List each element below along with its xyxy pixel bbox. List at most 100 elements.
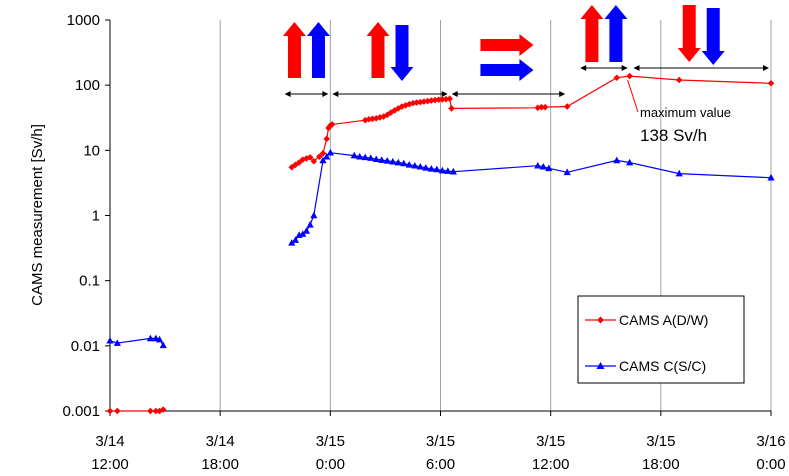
x-tick-time-1: 18:00 (201, 456, 239, 473)
series-0-point-1-5 (306, 154, 314, 161)
x-tick-time-3: 6:00 (426, 456, 455, 473)
y-tick-label-0: 1000 (67, 12, 100, 29)
period-0-range-right-head (322, 91, 329, 97)
y-tick-label-6: 0.001 (62, 403, 100, 420)
series-1-point-1-26 (438, 166, 446, 174)
series-0-point-1-12 (328, 121, 336, 128)
series-1-point-1-14 (372, 155, 380, 163)
x-tick-date-2: 3/15 (316, 433, 345, 450)
series-0-point-1-17 (376, 114, 384, 121)
series-layer (106, 72, 775, 415)
legend-marker-a (597, 316, 604, 324)
x-tick-time-5: 18:00 (642, 456, 680, 473)
series-1-point-0-5 (159, 341, 167, 349)
series-0-point-1-0 (288, 163, 296, 171)
series-0-point-0-0 (106, 407, 114, 415)
series-1-point-1-23 (422, 163, 430, 171)
series-1-point-1-19 (400, 159, 408, 167)
series-1-point-1-13 (367, 154, 375, 161)
series-1-point-1-7 (319, 156, 327, 164)
series-0-point-1-40 (541, 103, 549, 111)
series-1-point-1-36 (767, 173, 775, 181)
series-1-point-1-6 (310, 211, 318, 219)
series-1-point-0-4 (155, 335, 164, 343)
period-0-arrow-red (282, 22, 306, 78)
period-1-range-left-head (332, 91, 339, 97)
series-0-point-1-7 (316, 153, 323, 160)
y-tick-label-2: 10 (83, 142, 100, 159)
period-markers (282, 5, 769, 97)
series-0-point-1-42 (613, 74, 621, 82)
series-0-point-1-14 (365, 115, 373, 123)
x-tick-time-0: 12:00 (91, 456, 129, 473)
series-0-point-1-25 (405, 100, 413, 108)
series-1-point-1-32 (563, 168, 571, 176)
period-4-arrow-red (677, 5, 701, 62)
legend-box (577, 295, 745, 384)
period-3-range-left-head (580, 65, 587, 71)
series-0-point-1-39 (538, 103, 545, 111)
series-1-point-1-24 (427, 165, 435, 172)
max-value-label: maximum value (640, 105, 731, 120)
vertical-gridlines (219, 20, 772, 411)
series-0-point-1-41 (563, 103, 571, 110)
period-4-arrow-blue (701, 8, 725, 65)
x-tick-date-3: 3/15 (426, 433, 455, 450)
period-2-range-left-head (451, 91, 458, 97)
series-1-point-1-3 (299, 230, 307, 237)
series-0 (106, 72, 775, 415)
period-2-arrow-blue (480, 59, 534, 81)
series-1-point-1-16 (383, 157, 391, 164)
period-3-arrow-blue (604, 5, 628, 62)
series-0-point-1-1 (292, 161, 299, 169)
series-1-point-1-25 (433, 165, 441, 173)
series-1-point-1-27 (444, 167, 452, 174)
period-0-range-left-head (284, 91, 291, 97)
x-tick-time-2: 0:00 (316, 456, 345, 473)
series-1-point-1-0 (288, 239, 296, 246)
series-1-point-1-4 (302, 227, 311, 234)
series-1-point-1-35 (675, 169, 683, 177)
series-1-point-1-31 (545, 164, 553, 172)
series-1-point-1-12 (361, 153, 369, 161)
series-0-point-1-6 (310, 157, 318, 165)
legend: CAMS A(D/W) CAMS C(S/C) (577, 295, 745, 384)
series-0-point-1-34 (439, 96, 446, 103)
series-0-point-1-37 (448, 105, 455, 112)
series-0-point-1-44 (675, 76, 683, 84)
series-1-point-1-17 (389, 157, 397, 165)
series-0-point-1-36 (446, 95, 453, 102)
x-tick-date-4: 3/15 (536, 433, 565, 450)
y-axis-label: CAMS measurement [Sv/h] (29, 124, 46, 306)
series-1 (106, 148, 775, 349)
y-tick-label-3: 1 (92, 208, 100, 225)
series-1-point-1-21 (411, 161, 419, 169)
series-0-point-0-5 (159, 406, 167, 413)
series-1-point-0-2 (146, 334, 154, 342)
series-0-point-1-22 (394, 105, 402, 112)
series-1-point-1-10 (350, 151, 358, 159)
legend-label-c: CAMS C(S/C) (619, 358, 706, 374)
series-0-point-1-28 (417, 98, 424, 106)
series-1-point-1-28 (449, 167, 457, 175)
series-1-point-1-22 (416, 162, 424, 170)
series-1-point-1-30 (539, 162, 547, 170)
series-1-point-1-34 (626, 158, 634, 166)
series-1-point-1-29 (534, 161, 542, 169)
series-0-point-1-4 (303, 155, 310, 162)
period-4-range-left-head (633, 65, 640, 71)
series-0-point-0-1 (114, 407, 121, 415)
period-2-arrow-red (480, 34, 534, 56)
series-0-point-1-33 (435, 96, 442, 103)
series-1-point-1-18 (394, 158, 402, 166)
series-0-point-1-9 (323, 135, 330, 143)
legend-marker-c (596, 362, 605, 369)
series-1-point-1-15 (378, 156, 386, 163)
period-0-arrow-blue (306, 22, 330, 78)
y-tick-label-5: 0.01 (71, 338, 100, 355)
x-tick-time-4: 12:00 (532, 456, 570, 473)
series-0-point-0-3 (152, 407, 160, 415)
period-4-range-right-head (763, 65, 769, 71)
series-0-point-1-20 (387, 109, 395, 116)
